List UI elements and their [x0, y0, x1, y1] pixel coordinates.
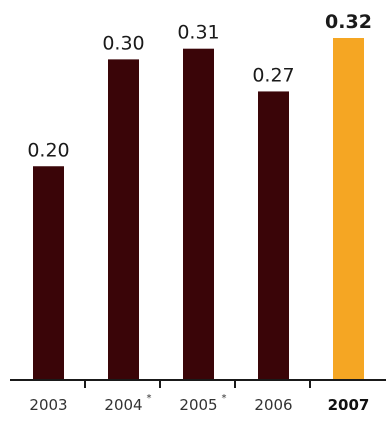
- bars-group: [33, 38, 364, 380]
- x-tick-label-2006: 2006: [254, 396, 292, 414]
- value-label-2006: 0.27: [252, 64, 294, 86]
- bar-2004: [108, 59, 139, 380]
- footnote-marker-2005: *: [222, 393, 227, 404]
- x-tick-label-2003: 2003: [29, 396, 67, 414]
- x-tick-label-2007: 2007: [328, 396, 370, 414]
- value-label-2003: 0.20: [27, 139, 69, 161]
- value-label-2004: 0.30: [102, 32, 144, 54]
- footnote-marker-2004: *: [147, 393, 152, 404]
- bar-2007: [333, 38, 364, 380]
- bar-2003: [33, 166, 64, 380]
- x-tick-labels-group: 2003 2004 * 2005 * 2006 2007: [29, 393, 369, 414]
- x-tick-label-2005: 2005: [179, 396, 217, 414]
- x-ticks-group: [84, 380, 311, 388]
- x-tick-label-2004: 2004: [104, 396, 142, 414]
- value-labels-group: 0.20 0.30 0.31 0.27 0.32: [27, 11, 372, 161]
- bar-2005: [183, 48, 214, 380]
- value-label-2007: 0.32: [325, 11, 372, 33]
- bar-2006: [258, 91, 289, 380]
- value-label-2005: 0.31: [177, 22, 219, 44]
